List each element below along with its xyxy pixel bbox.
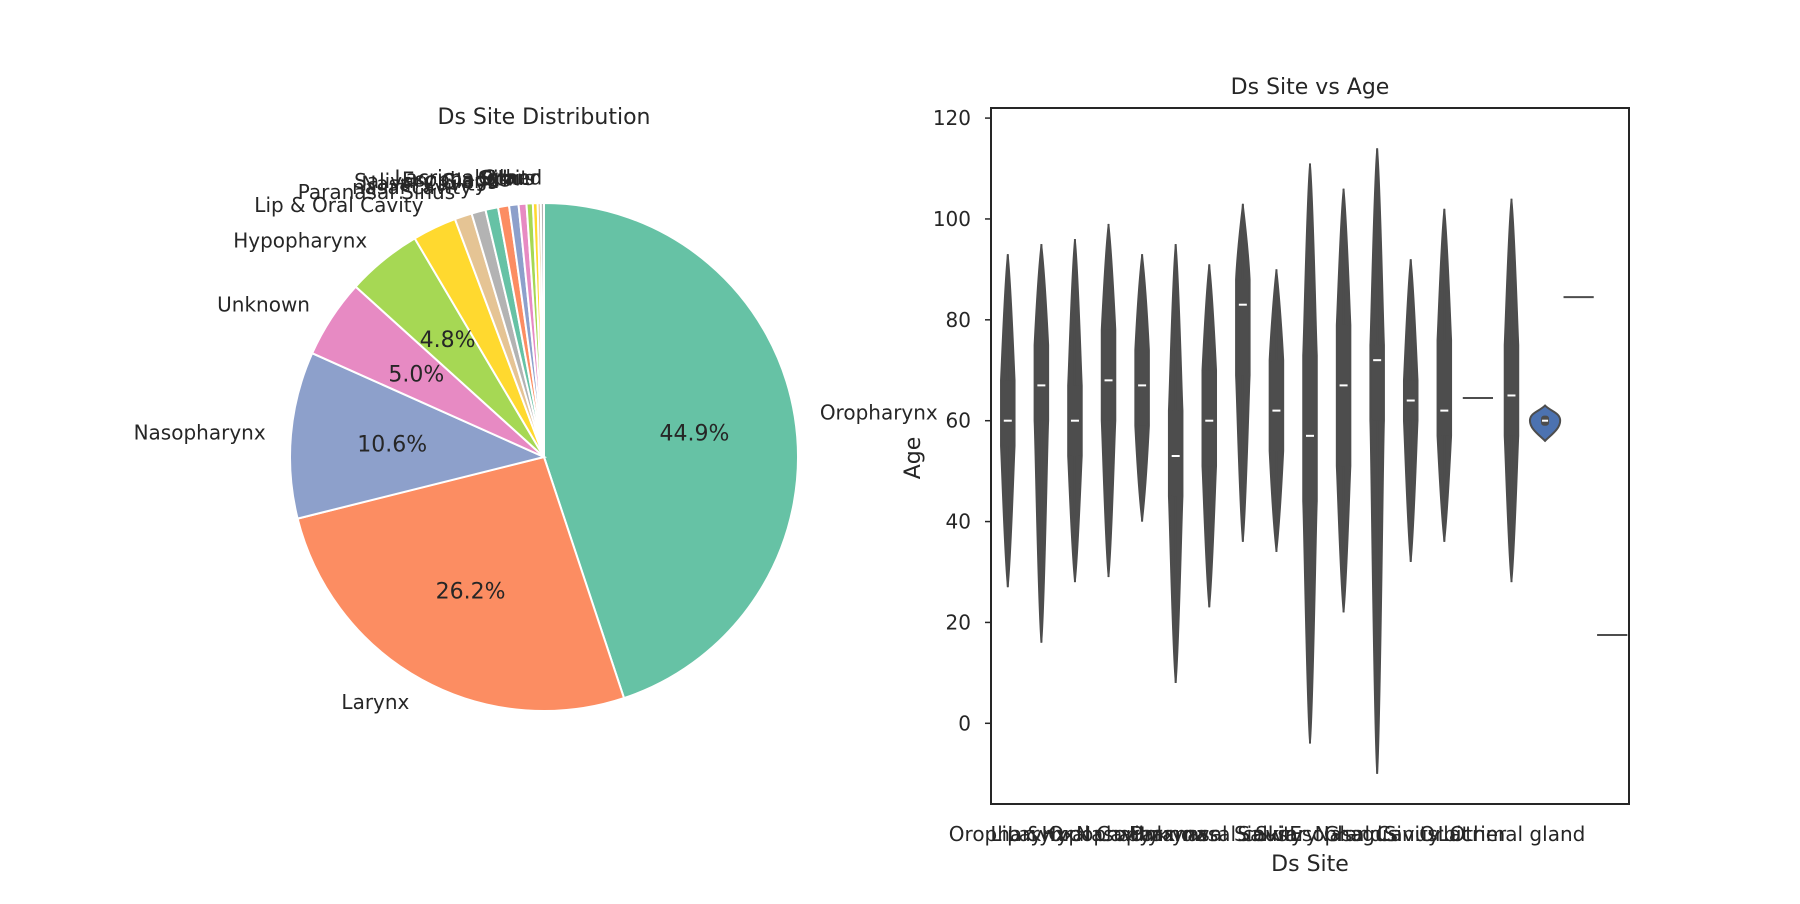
violin-3 [1067,239,1083,583]
y-tick-label: 120 [933,106,971,130]
violin-12 [1369,148,1385,774]
x-tick-label-nasopharynx: Nasopharynx [1076,822,1208,846]
pie-label-nasopharynx: Nasopharynx [134,420,266,444]
x-tick-label-unknown: Unknown [1129,822,1222,846]
y-tick-label: 40 [946,510,971,534]
violin-11 [1335,188,1352,613]
violin-chart: Ds Site vs Age 0 20 40 60 80 100 120 Oropharyn… [901,75,1630,877]
violin-box [1035,345,1048,421]
violin-6 [1167,244,1184,684]
violin-title: Ds Site vs Age [1231,75,1390,100]
pie-label-unknown: Unknown [217,292,310,316]
violin-box [1203,370,1216,467]
pie-label-nasal-cavity: nasal cavity [352,175,472,199]
x-tick-label-other: Other [1449,822,1507,846]
pie-pct-nasopharynx: 10.6% [357,433,427,458]
violin-box [1001,380,1014,446]
pie-label-nasal-cavity: Nasal Cavity [361,172,486,196]
pie-label-paranasal-sinus: Paranasal Sinus [298,180,455,204]
pie-label-esophagus: Esophagus [402,168,511,192]
violin-17 [1528,404,1562,443]
violin-box [1270,360,1283,451]
violin-14 [1436,208,1453,542]
violin-box [1304,355,1316,502]
violin-10 [1302,163,1318,744]
violin-8 [1235,203,1251,542]
pie-pct-oropharynx: 44.9% [660,422,730,447]
pie-label-hypopharynx: Hypopharynx [233,229,367,253]
pie-slice-nasopharynx [289,351,548,520]
pie-labels: Oropharynx 44.9% Larynx 26.2% Nasopharynx 10.… [134,166,938,714]
violin-4 [1100,223,1117,578]
violin-box [1102,329,1115,421]
pie-label-salivary-gland: Salivary Gland [354,169,499,193]
pie-label-oropharynx: Oropharynx [820,400,938,424]
y-tick-label: 80 [946,308,971,332]
y-axis-label: Age [901,437,926,480]
x-tick-label-orbit: Orbit [1419,822,1469,846]
violin-box [1136,350,1149,426]
pie-pct-unknown: 5.0% [388,363,444,388]
x-tick-label-sinus: Sinus [1384,822,1438,846]
violin-13 [1402,259,1419,563]
violin-box [1505,345,1518,436]
y-tick-label: 0 [958,711,971,735]
x-tick-label-nasal-cavity: Nasal Cavity [1315,822,1440,846]
plot-frame [990,107,1630,805]
violin-2 [1033,244,1050,643]
x-tick-label-esophagus: Esophagus [1289,822,1398,846]
y-tick-label: 100 [933,207,971,231]
x-tick-label-hypopharynx: Hypopharynx [1042,822,1176,846]
pie-slices [289,201,799,712]
pie-label-lacrimal-gland: Lacrimal gland [395,166,543,190]
x-tick-label-nasal-cavity: nasal cavity [1183,822,1303,846]
pie-slice-lacrimal-gland [539,201,545,458]
pie-label-orbit: Orbit [478,166,528,190]
violin-9 [1268,269,1285,552]
y-axis-ticks: 0 20 40 60 80 100 120 [933,106,991,735]
x-tick-label-salivary-gland: Salivary Gland [1237,822,1382,846]
violin-box [1236,279,1249,376]
violin-7 [1201,264,1218,608]
violin-box [1337,324,1350,467]
pie-chart: Ds Site Distribution Oropharynx 44.9% Lary… [134,105,938,714]
y-tick-label: 20 [946,610,971,634]
pie-label-larynx: Larynx [341,690,409,714]
pie-label-skin: Skin [478,167,521,191]
pie-slice-larynx [296,455,626,712]
violin-box [1169,410,1182,497]
violin-16 [1503,198,1520,583]
x-tick-label-lacrimal-gland: Lacrimal gland [1438,822,1586,846]
x-tick-label-paranasal-sinus: Paranasal Sinus [1131,822,1288,846]
pie-label-lip-oral-cavity: Lip & Oral Cavity [254,193,423,217]
x-tick-label-lip-oral-cavity: Lip & Oral Cavity [990,822,1159,846]
violin-box [1371,345,1384,421]
pie-label-sinus: Sinus [480,166,534,190]
violin-bodies [1000,148,1628,774]
x-tick-label-larynx: Larynx [1007,822,1075,846]
violin-5 [1134,254,1150,522]
pie-label-other: Other [482,166,540,190]
y-tick-label: 60 [946,409,971,433]
pie-pct-larynx: 26.2% [436,580,506,605]
x-tick-label-oropharynx: Oropharynx [949,822,1067,846]
violin-1 [1000,254,1016,588]
pie-pct-hypopharynx: 4.8% [420,328,476,353]
pie-slice-oropharynx [543,201,799,700]
x-tick-label-skin: Skin [1255,822,1298,846]
x-axis-label: Ds Site [1271,852,1349,877]
pie-title: Ds Site Distribution [438,105,651,130]
violin-box [1438,340,1451,436]
